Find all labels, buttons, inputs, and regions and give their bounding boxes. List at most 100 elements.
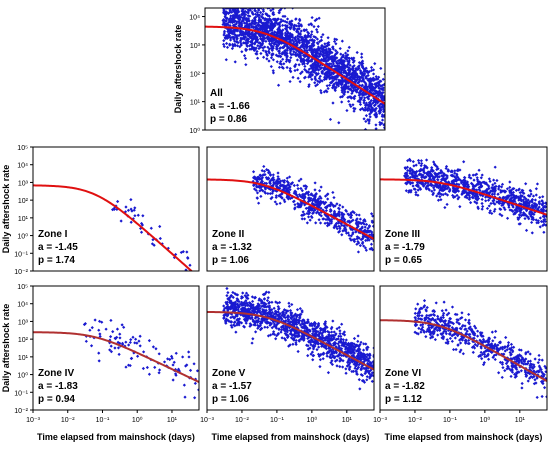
data-point (351, 232, 355, 236)
data-point (351, 353, 355, 358)
data-point (370, 246, 374, 250)
fit-curve (33, 331, 199, 383)
data-point (334, 48, 338, 53)
data-point (139, 230, 144, 234)
data-point (428, 183, 432, 187)
data-point (410, 172, 415, 177)
data-point (358, 348, 362, 352)
data-point (323, 48, 328, 53)
data-point (348, 77, 353, 81)
data-point (493, 190, 497, 194)
data-point (299, 205, 303, 209)
data-point (310, 65, 314, 70)
data-point (278, 46, 283, 50)
data-point (290, 196, 294, 200)
data-point (232, 32, 236, 36)
data-point (377, 109, 381, 113)
data-point (318, 204, 322, 208)
y-tick-label: 10³ (18, 319, 29, 326)
data-point (230, 30, 234, 35)
data-point (332, 209, 337, 213)
data-point (230, 18, 234, 23)
data-point (326, 371, 331, 375)
data-point (223, 13, 227, 17)
data-point (98, 332, 102, 336)
data-point (447, 181, 452, 185)
data-point (317, 39, 322, 44)
data-point (356, 220, 360, 224)
data-point (227, 10, 232, 15)
data-point (303, 35, 307, 39)
data-point (498, 196, 502, 200)
data-point (295, 41, 299, 45)
data-point (356, 236, 360, 240)
data-point (230, 35, 234, 39)
data-point (374, 90, 378, 94)
data-point (541, 223, 545, 228)
data-point (252, 307, 256, 311)
data-point (378, 106, 382, 111)
data-point (286, 195, 290, 199)
data-point (256, 14, 260, 18)
data-point (327, 345, 331, 349)
data-point (154, 347, 158, 351)
data-point (258, 28, 262, 32)
data-point (272, 37, 277, 42)
y-tick-label: 10⁴ (189, 15, 200, 22)
data-point (371, 360, 374, 364)
data-point (248, 35, 252, 40)
data-point (253, 12, 258, 16)
data-point (276, 17, 280, 21)
data-point (541, 195, 545, 199)
data-point (251, 25, 255, 29)
data-point (333, 342, 337, 346)
data-point (419, 167, 423, 171)
data-point (518, 191, 522, 195)
data-point (290, 33, 294, 37)
data-point (356, 80, 360, 85)
y-tick-label: 10² (190, 71, 201, 78)
data-point (315, 325, 319, 330)
data-point (357, 213, 361, 217)
data-point (275, 334, 279, 338)
data-point (226, 29, 230, 34)
data-point (150, 242, 155, 246)
data-point (330, 57, 334, 61)
data-point (141, 214, 145, 218)
data-point (455, 182, 459, 186)
data-point (427, 171, 432, 175)
data-point (455, 169, 459, 173)
data-point (528, 210, 532, 214)
data-point (352, 59, 356, 63)
data-point (442, 172, 446, 176)
data-point (322, 351, 326, 355)
data-point (253, 316, 257, 320)
data-point (368, 247, 372, 251)
data-point (274, 53, 278, 57)
data-point (313, 193, 318, 197)
data-point (259, 311, 263, 315)
data-point (282, 184, 286, 188)
data-point (354, 68, 358, 72)
data-point (380, 91, 384, 96)
data-point (342, 92, 346, 96)
data-point (272, 332, 277, 337)
data-point (340, 347, 344, 351)
data-point (467, 184, 471, 189)
data-point (340, 72, 344, 77)
data-point (351, 218, 355, 222)
data-point (267, 39, 271, 43)
data-point (170, 356, 174, 360)
data-point (535, 221, 539, 225)
data-point (242, 54, 247, 58)
data-point (526, 194, 531, 198)
data-point (407, 190, 411, 194)
data-point (280, 336, 284, 340)
data-point (319, 185, 323, 189)
data-point (367, 84, 371, 88)
data-point (346, 219, 350, 224)
data-point (347, 219, 351, 223)
data-point (267, 311, 271, 315)
data-point (336, 69, 340, 73)
data-point (328, 77, 332, 81)
